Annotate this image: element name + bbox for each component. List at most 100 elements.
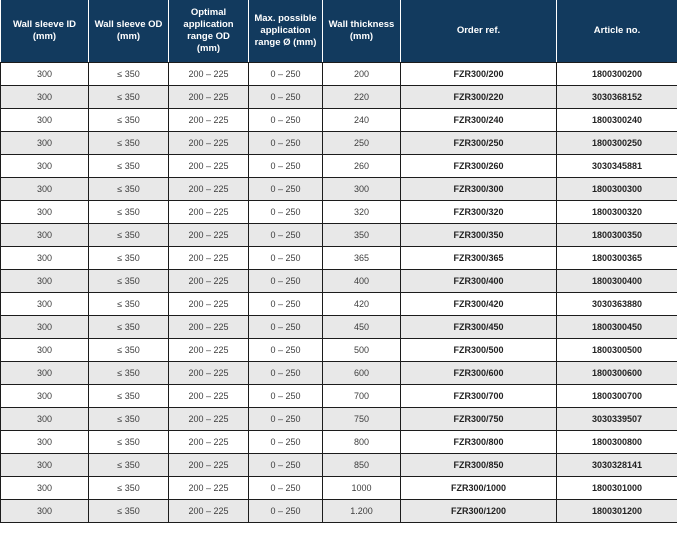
table-cell: ≤ 350 xyxy=(88,498,169,523)
table-cell: ≤ 350 xyxy=(88,84,169,109)
table-row: 300 ≤ 350 200 – 225 0 – 250 850 FZR300/850 303… xyxy=(0,452,677,477)
table-cell: FZR300/450 xyxy=(400,314,557,339)
table-cell: 850 xyxy=(322,452,401,477)
table-cell: 3030339507 xyxy=(556,406,677,431)
table-cell: FZR300/700 xyxy=(400,383,557,408)
table-cell: 0 – 250 xyxy=(248,130,323,155)
table-cell: FZR300/320 xyxy=(400,199,557,224)
table-cell: ≤ 350 xyxy=(88,199,169,224)
table-cell: 0 – 250 xyxy=(248,176,323,201)
table-cell: 300 xyxy=(0,199,89,224)
table-cell: 1800300500 xyxy=(556,337,677,362)
table-cell: ≤ 350 xyxy=(88,153,169,178)
column-header-max-application-range: Max. possible application range Ø (mm) xyxy=(248,0,323,63)
table-cell: 1800300300 xyxy=(556,176,677,201)
column-header-optimal-application-range: Optimal application range OD (mm) xyxy=(168,0,249,63)
table-cell: 1800300365 xyxy=(556,245,677,270)
column-header-wall-sleeve-od: Wall sleeve OD (mm) xyxy=(88,0,169,63)
table-row: 300 ≤ 350 200 – 225 0 – 250 600 FZR300/600 180… xyxy=(0,360,677,385)
table-cell: FZR300/600 xyxy=(400,360,557,385)
table-cell: 3030328141 xyxy=(556,452,677,477)
table-cell: 1800300400 xyxy=(556,268,677,293)
table-row: 300 ≤ 350 200 – 225 0 – 250 1000 FZR300/1000 1… xyxy=(0,475,677,500)
table-cell: FZR300/365 xyxy=(400,245,557,270)
table-cell: 0 – 250 xyxy=(248,153,323,178)
table-cell: 800 xyxy=(322,429,401,454)
table-cell: 300 xyxy=(0,406,89,431)
table-cell: ≤ 350 xyxy=(88,268,169,293)
table-body: 300 ≤ 350 200 – 225 0 – 250 200 FZR300/200 180… xyxy=(0,61,677,523)
table-cell: FZR300/300 xyxy=(400,176,557,201)
table-cell: 0 – 250 xyxy=(248,199,323,224)
table-cell: 400 xyxy=(322,268,401,293)
table-cell: FZR300/220 xyxy=(400,84,557,109)
table-cell: 300 xyxy=(0,107,89,132)
table-cell: 1800300800 xyxy=(556,429,677,454)
table-cell: 200 – 225 xyxy=(168,337,249,362)
table-cell: 200 – 225 xyxy=(168,176,249,201)
table-cell: FZR300/800 xyxy=(400,429,557,454)
table-row: 300 ≤ 350 200 – 225 0 – 250 420 FZR300/420 303… xyxy=(0,291,677,316)
table-row: 300 ≤ 350 200 – 225 0 – 250 365 FZR300/365 180… xyxy=(0,245,677,270)
table-cell: 200 – 225 xyxy=(168,84,249,109)
table-cell: 1800300450 xyxy=(556,314,677,339)
table-cell: 0 – 250 xyxy=(248,268,323,293)
table-cell: 200 – 225 xyxy=(168,406,249,431)
table-cell: 1800300200 xyxy=(556,61,677,86)
table-cell: 200 – 225 xyxy=(168,199,249,224)
table-cell: 200 xyxy=(322,61,401,86)
table-cell: 1800300700 xyxy=(556,383,677,408)
table-cell: 0 – 250 xyxy=(248,475,323,500)
table-cell: FZR300/1000 xyxy=(400,475,557,500)
table-cell: FZR300/260 xyxy=(400,153,557,178)
table-cell: FZR300/200 xyxy=(400,61,557,86)
table-cell: FZR300/850 xyxy=(400,452,557,477)
table-cell: ≤ 350 xyxy=(88,475,169,500)
table-cell: ≤ 350 xyxy=(88,222,169,247)
table-cell: 200 – 225 xyxy=(168,360,249,385)
table-cell: 1800300600 xyxy=(556,360,677,385)
table-cell: 0 – 250 xyxy=(248,360,323,385)
table-cell: 0 – 250 xyxy=(248,337,323,362)
table-row: 300 ≤ 350 200 – 225 0 – 250 260 FZR300/260 303… xyxy=(0,153,677,178)
table-cell: 1800300350 xyxy=(556,222,677,247)
table-row: 300 ≤ 350 200 – 225 0 – 250 700 FZR300/700 180… xyxy=(0,383,677,408)
table-cell: 200 – 225 xyxy=(168,268,249,293)
table-cell: ≤ 350 xyxy=(88,314,169,339)
table-cell: 3030363880 xyxy=(556,291,677,316)
table-cell: ≤ 350 xyxy=(88,61,169,86)
table-cell: 300 xyxy=(0,314,89,339)
table-cell: ≤ 350 xyxy=(88,406,169,431)
table-cell: 200 – 225 xyxy=(168,314,249,339)
table-cell: FZR300/400 xyxy=(400,268,557,293)
table-cell: 220 xyxy=(322,84,401,109)
table-cell: 200 – 225 xyxy=(168,475,249,500)
table-cell: 300 xyxy=(0,61,89,86)
table-cell: 365 xyxy=(322,245,401,270)
table-cell: 0 – 250 xyxy=(248,498,323,523)
table-cell: 0 – 250 xyxy=(248,383,323,408)
table-cell: 260 xyxy=(322,153,401,178)
table-cell: 420 xyxy=(322,291,401,316)
table-cell: 0 – 250 xyxy=(248,406,323,431)
table-cell: FZR300/420 xyxy=(400,291,557,316)
column-header-order-ref: Order ref. xyxy=(400,0,557,63)
table-cell: 0 – 250 xyxy=(248,61,323,86)
table-cell: 300 xyxy=(0,337,89,362)
table-cell: FZR300/750 xyxy=(400,406,557,431)
table-row: 300 ≤ 350 200 – 225 0 – 250 350 FZR300/350 180… xyxy=(0,222,677,247)
table-cell: 0 – 250 xyxy=(248,452,323,477)
table-cell: ≤ 350 xyxy=(88,360,169,385)
table-cell: 200 – 225 xyxy=(168,153,249,178)
table-cell: 300 xyxy=(0,130,89,155)
table-row: 300 ≤ 350 200 – 225 0 – 250 400 FZR300/400 180… xyxy=(0,268,677,293)
table-cell: 320 xyxy=(322,199,401,224)
table-cell: 3030345881 xyxy=(556,153,677,178)
table-cell: 300 xyxy=(0,498,89,523)
table-cell: 1.200 xyxy=(322,498,401,523)
column-header-article-no: Article no. xyxy=(556,0,677,63)
column-header-wall-sleeve-id: Wall sleeve ID (mm) xyxy=(0,0,89,63)
table-cell: 300 xyxy=(0,291,89,316)
table-row: 300 ≤ 350 200 – 225 0 – 250 250 FZR300/250 180… xyxy=(0,130,677,155)
table-cell: 450 xyxy=(322,314,401,339)
